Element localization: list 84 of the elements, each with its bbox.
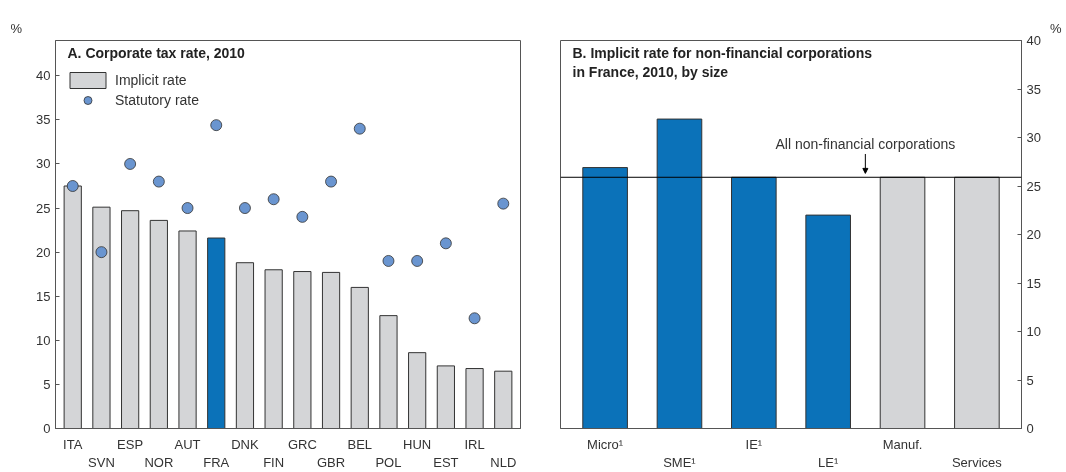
point — [468, 312, 481, 325]
ref-line-label: All non-financial corporations — [775, 136, 956, 153]
point — [296, 210, 309, 223]
bar — [178, 230, 197, 429]
bar — [321, 271, 341, 429]
bar — [954, 176, 1000, 429]
y-tick-label: 30 — [1026, 130, 1041, 145]
y-tick-label: 35 — [36, 112, 51, 128]
point — [325, 175, 337, 188]
y-axis-title: % — [10, 20, 23, 36]
bar — [436, 365, 455, 429]
bar — [207, 237, 226, 429]
x-tick-label: GRC — [287, 436, 317, 452]
x-tick-label: SVN — [88, 454, 115, 470]
x-tick-label: NOR — [144, 454, 174, 470]
y-tick-label: 0 — [1026, 421, 1034, 436]
y-tick-label: 5 — [1026, 372, 1034, 388]
bar — [879, 176, 926, 429]
y-tick-label: 25 — [1026, 178, 1041, 194]
point — [497, 197, 510, 210]
bar — [379, 315, 398, 429]
bar — [293, 271, 312, 429]
legend-label: Implicit rate — [115, 72, 187, 88]
y-tick-label: 40 — [36, 68, 51, 84]
y-tick-label: 10 — [36, 332, 51, 348]
bar — [121, 210, 140, 429]
y-axis-title: % — [1049, 20, 1062, 36]
y-tick-label: 15 — [1026, 275, 1041, 291]
y-tick-label: 10 — [1026, 324, 1041, 339]
point — [66, 180, 79, 192]
x-tick-label: ITA — [63, 436, 83, 452]
y-tick-label: 20 — [1026, 227, 1041, 242]
text: B. Implicit rate for non-financial corporations in France, 2010, by size — [572, 44, 873, 80]
bar — [465, 368, 484, 429]
x-tick-label: NLD — [490, 454, 517, 470]
point — [411, 255, 424, 267]
bar — [264, 269, 283, 429]
y-tick-label: 40 — [1026, 33, 1041, 48]
bar — [582, 167, 628, 429]
y-tick-label: 30 — [36, 156, 51, 172]
point — [439, 237, 452, 250]
chart-title: A. Corporate tax rate, 2010 — [67, 44, 246, 61]
point — [124, 158, 137, 170]
bar — [149, 219, 168, 429]
bar — [350, 286, 369, 429]
point — [181, 202, 194, 214]
x-tick-label: Micro¹ — [587, 436, 624, 452]
x-tick-label: DNK — [231, 436, 259, 452]
y-tick-label: 0 — [43, 421, 51, 436]
x-tick-label: HUN — [403, 436, 432, 452]
point — [95, 246, 108, 259]
point — [267, 193, 280, 206]
bar — [92, 206, 111, 429]
x-tick-label: FRA — [203, 454, 230, 470]
x-tick-label: AUT — [174, 436, 201, 452]
point — [353, 122, 366, 135]
x-tick-label: IRL — [464, 436, 485, 452]
y-tick-label: 20 — [36, 244, 51, 260]
x-tick-label: FIN — [263, 454, 285, 470]
bar — [805, 214, 851, 429]
point — [382, 255, 395, 267]
point — [152, 175, 165, 188]
bar — [408, 352, 427, 429]
x-tick-label: ESP — [117, 436, 144, 452]
x-tick-label: IE¹ — [745, 436, 763, 452]
x-tick-label: BEL — [347, 436, 373, 452]
x-tick-label: LE¹ — [818, 454, 839, 470]
point — [210, 119, 223, 132]
x-tick-label: EST — [433, 454, 459, 470]
bar — [656, 118, 703, 429]
bar — [731, 176, 777, 429]
point — [239, 202, 251, 214]
x-tick-label: GBR — [316, 454, 346, 470]
legend-label: Statutory rate — [115, 92, 200, 108]
bar — [235, 262, 255, 429]
y-tick-label: 15 — [36, 288, 51, 304]
y-tick-label: 35 — [1026, 81, 1041, 97]
y-tick-label: 5 — [43, 376, 51, 392]
x-tick-label: SME¹ — [663, 454, 697, 470]
x-tick-label: POL — [375, 454, 402, 470]
bar — [494, 370, 513, 429]
x-tick-label: Services — [951, 454, 1003, 470]
x-tick-label: Manuf. — [882, 436, 923, 452]
y-tick-label: 25 — [36, 200, 51, 216]
